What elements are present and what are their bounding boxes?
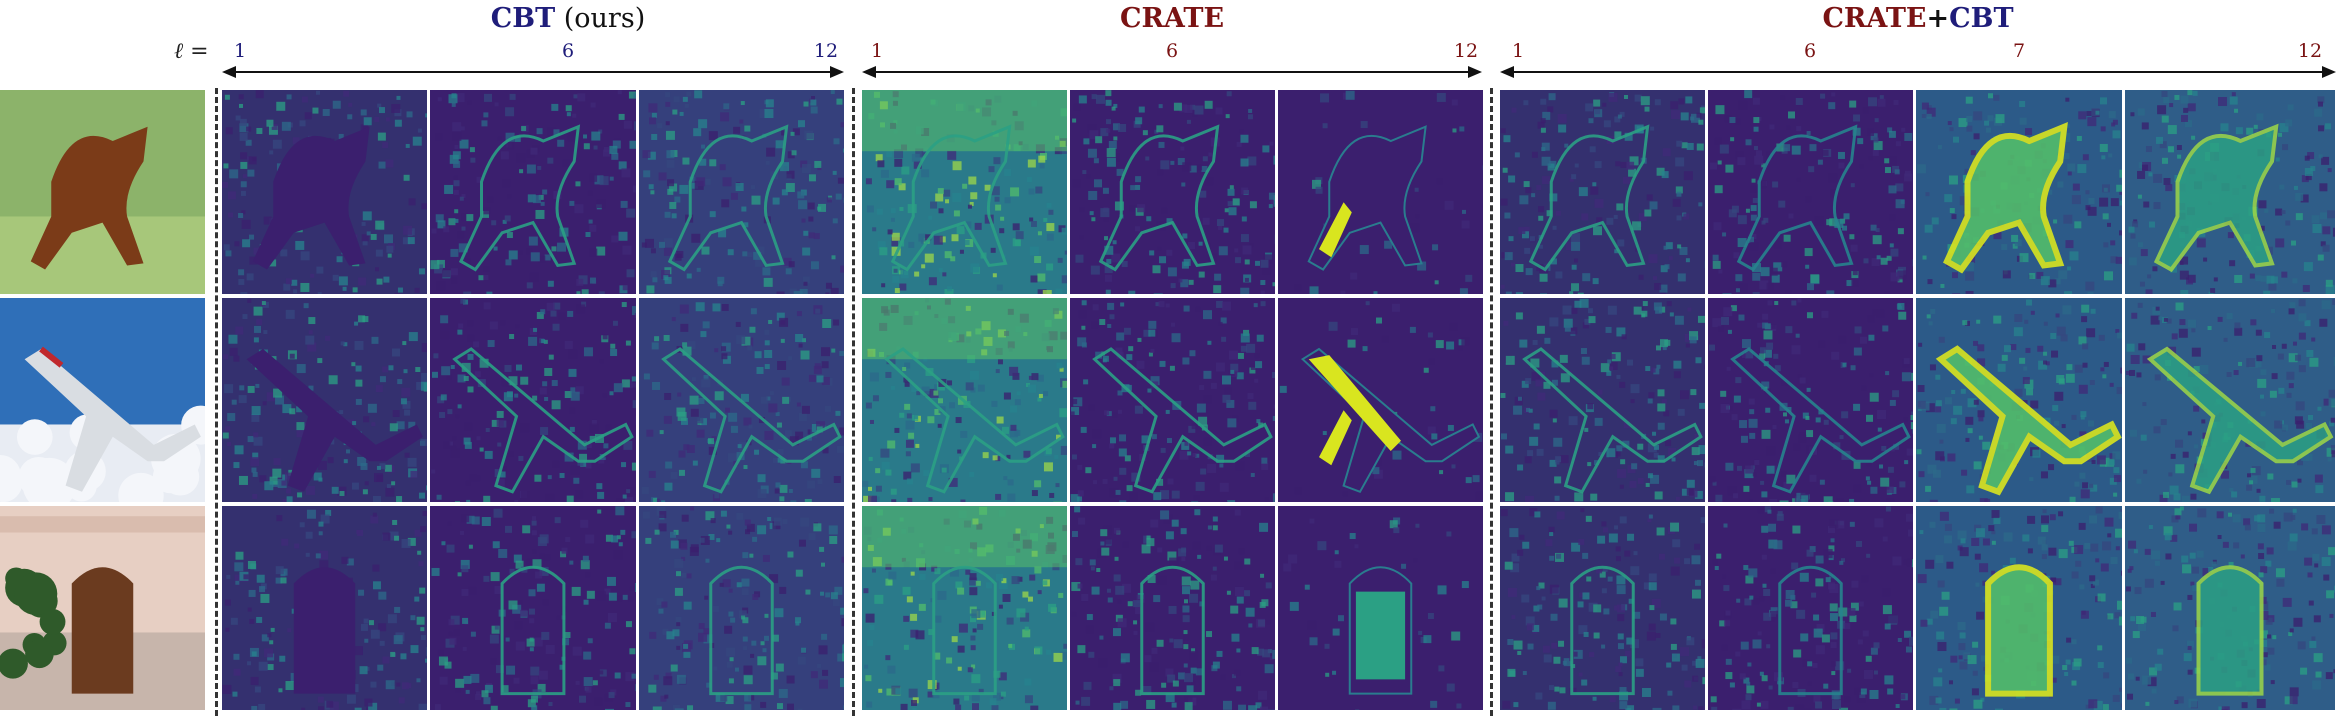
- attention-map: [639, 298, 844, 502]
- title-ours: (ours): [555, 3, 646, 34]
- title-cbt: CBT: [490, 3, 556, 34]
- attention-map: [639, 90, 844, 294]
- title-plus: +: [1926, 3, 1950, 34]
- tick-crate-1: 1: [870, 40, 884, 62]
- input-image-airplane: [0, 298, 205, 502]
- tick-cc-6: 6: [1803, 40, 1817, 62]
- attention-map: [430, 506, 636, 710]
- attention-map: [639, 506, 844, 710]
- attention-map: [1916, 90, 2122, 294]
- attention-map: [2125, 298, 2335, 502]
- tick-cbt-1: 1: [233, 40, 247, 62]
- tick-cbt-12: 12: [813, 40, 839, 62]
- tick-cbt-6: 6: [561, 40, 575, 62]
- attention-map: [430, 298, 636, 502]
- attention-map: [1500, 90, 1705, 294]
- attention-map: [2125, 506, 2335, 710]
- tick-cc-12: 12: [2297, 40, 2323, 62]
- input-image-door: [0, 506, 205, 710]
- attention-map: [1916, 506, 2122, 710]
- attention-map: [1278, 90, 1483, 294]
- title-crate-part: CRATE: [1822, 3, 1927, 34]
- attention-map: [2125, 90, 2335, 294]
- attention-map: [1916, 298, 2122, 502]
- attention-map: [222, 506, 427, 710]
- group-title-crate-cbt: CRATE+CBT: [1822, 3, 2013, 34]
- title-crate: CRATE: [1119, 3, 1225, 34]
- attention-map: [222, 298, 427, 502]
- title-cbt-part: CBT: [1949, 3, 2014, 34]
- layer-label: ℓ =: [174, 39, 209, 64]
- attention-map: [1708, 506, 1913, 710]
- attention-map: [862, 298, 1067, 502]
- layer-arrow-cbt: [222, 66, 844, 78]
- attention-map: [862, 90, 1067, 294]
- layer-arrow-crate-cbt: [1500, 66, 2336, 78]
- divider-1: [215, 88, 218, 716]
- attention-map: [1070, 506, 1275, 710]
- attention-map: [1278, 298, 1483, 502]
- attention-map: [1278, 506, 1483, 710]
- tick-crate-6: 6: [1165, 40, 1179, 62]
- attention-map: [1070, 90, 1275, 294]
- attention-map: [862, 506, 1067, 710]
- group-title-cbt: CBT (ours): [491, 3, 645, 34]
- attention-map: [1708, 298, 1913, 502]
- tick-cc-1: 1: [1511, 40, 1525, 62]
- tick-cc-7: 7: [2012, 40, 2026, 62]
- attention-map: [1708, 90, 1913, 294]
- tick-crate-12: 12: [1453, 40, 1479, 62]
- attention-map: [222, 90, 427, 294]
- attention-map: [1500, 506, 1705, 710]
- divider-2: [852, 88, 855, 716]
- attention-map: [1070, 298, 1275, 502]
- divider-3: [1490, 88, 1493, 716]
- group-title-crate: CRATE: [1120, 3, 1224, 34]
- input-image-horse: [0, 90, 205, 294]
- attention-map: [430, 90, 636, 294]
- attention-map: [1500, 298, 1705, 502]
- layer-arrow-crate: [862, 66, 1482, 78]
